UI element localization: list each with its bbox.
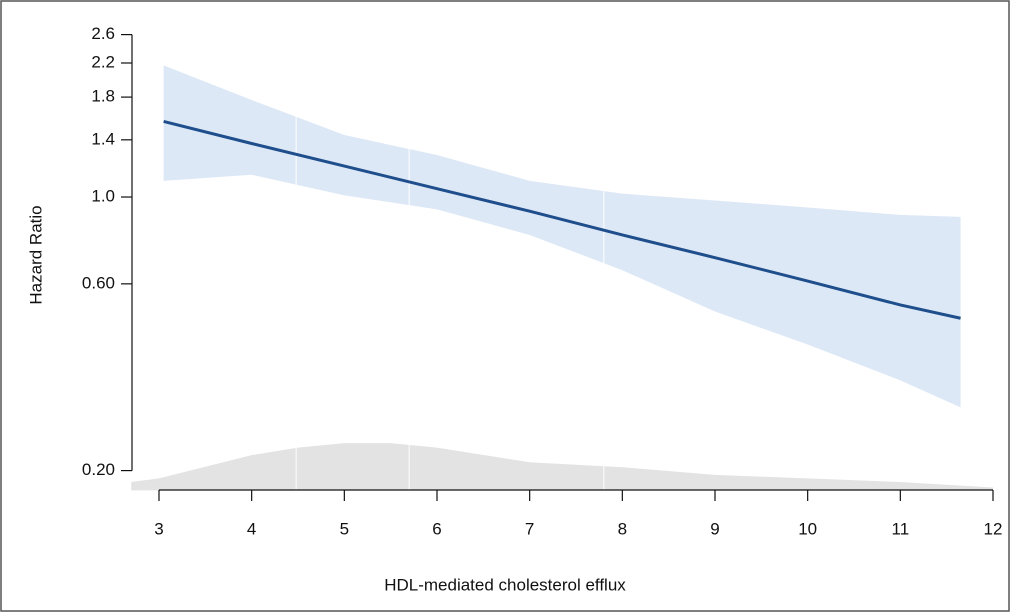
y-tick-label: 1.4	[91, 129, 115, 148]
density-area	[131, 443, 993, 491]
x-tick-label: 6	[432, 519, 441, 538]
y-tick-label: 0.20	[82, 460, 115, 479]
x-tick-label: 12	[984, 519, 1003, 538]
x-axis-label: HDL-mediated cholesterol efflux	[384, 575, 626, 594]
x-tick-label: 5	[340, 519, 349, 538]
hazard-line	[163, 119, 961, 320]
x-tick-label: 8	[618, 519, 627, 538]
x-tick-label: 7	[525, 519, 534, 538]
confidence-band	[163, 65, 961, 408]
x-tick-label: 10	[798, 519, 817, 538]
y-tick-label: 1.8	[91, 87, 115, 106]
y-tick-label: 1.0	[91, 187, 115, 206]
x-tick-label: 11	[892, 519, 910, 538]
x-tick-label: 3	[154, 519, 163, 538]
y-axis-label: Hazard Ratio	[26, 205, 45, 304]
y-tick-label: 0.60	[82, 273, 115, 292]
y-tick-label: 2.6	[91, 24, 115, 43]
y-tick-label: 2.2	[91, 52, 115, 71]
x-tick-label: 4	[247, 519, 256, 538]
x-tick-label: 9	[710, 519, 719, 538]
